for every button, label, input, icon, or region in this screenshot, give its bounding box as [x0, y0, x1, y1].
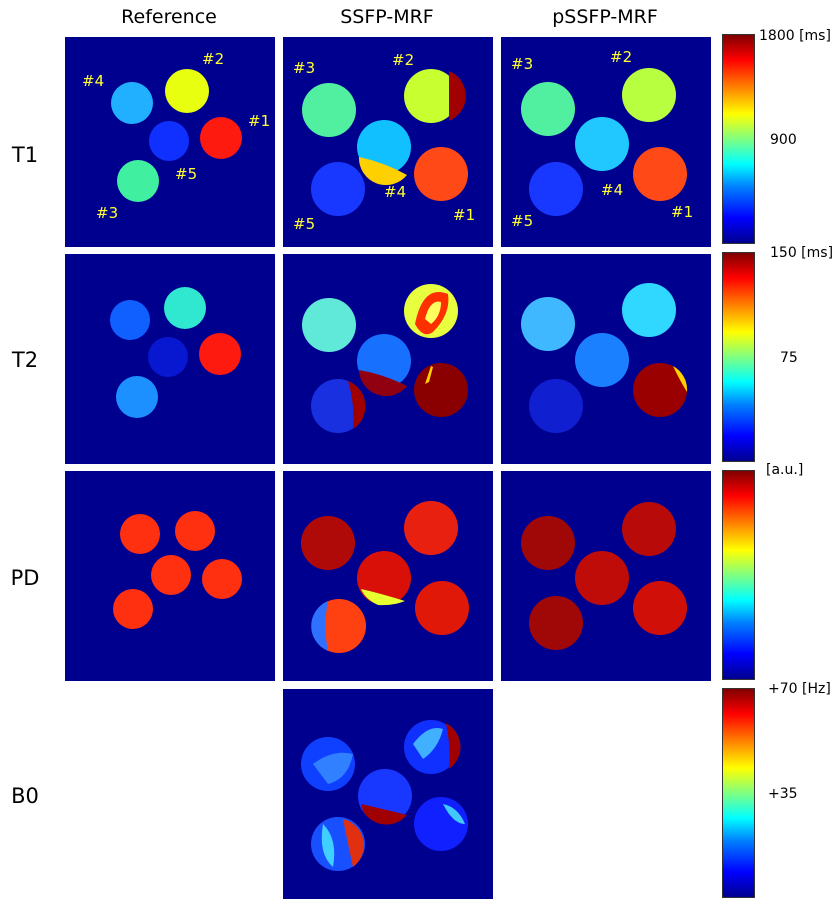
label-3: #3 [511, 55, 533, 73]
vial-1 [414, 147, 468, 201]
row-label-pd: PD [10, 566, 40, 590]
column-header-ssfp-mrf: SSFP-MRF [340, 6, 434, 28]
vial-1 [415, 581, 469, 635]
row-label-t1: T1 [11, 143, 39, 167]
pd-colorbar [722, 470, 755, 680]
vial-4-artifact [358, 157, 407, 186]
label-5: #5 [293, 215, 315, 233]
vial-4 [120, 514, 160, 554]
t2-colorbar [722, 252, 755, 462]
vial-2-artifact-light [413, 728, 443, 759]
vial-1 [414, 363, 468, 417]
label-5: #5 [175, 165, 197, 183]
vial-2-artifact-inner [425, 301, 441, 324]
label-1: #1 [248, 112, 270, 130]
vial-3 [521, 297, 575, 351]
vial-5 [148, 337, 188, 377]
vial-3 [113, 589, 153, 629]
label-3: #3 [293, 59, 315, 77]
row-label-t2: T2 [11, 348, 39, 372]
vial-1 [200, 117, 242, 159]
pd-reference-map [65, 471, 275, 681]
b0-colorbar-mid: +35 [768, 786, 798, 802]
vial-5 [529, 162, 583, 216]
label-1: #1 [453, 206, 475, 224]
vial-2 [165, 69, 209, 113]
t2-colorbar-mid: 75 [780, 350, 798, 366]
t1-colorbar [722, 34, 755, 244]
vial-4-artifact [361, 589, 405, 606]
pd-colorbar-max: [a.u.] [766, 462, 804, 478]
t1-reference-map: #1 #2 #3 #4 #5 [65, 37, 275, 247]
vial-1 [202, 559, 242, 599]
label-3: #3 [96, 204, 118, 222]
t2-colorbar-max: 150 [ms] [770, 245, 834, 261]
vial-5 [151, 555, 191, 595]
label-4: #4 [82, 72, 104, 90]
vial-4-artifact [359, 370, 407, 397]
vial-1-artifact [673, 366, 688, 392]
label-1: #1 [671, 203, 693, 221]
vial-5-artifact [311, 601, 328, 651]
t2-ssfp-map [283, 254, 493, 464]
t1-colorbar-max: 1800 [ms] [759, 28, 831, 44]
vial-2-artifact [446, 723, 461, 769]
label-2: #2 [392, 51, 414, 69]
t1-colorbar-mid: 900 [770, 132, 797, 148]
vial-4 [575, 551, 629, 605]
vial-5 [529, 379, 583, 433]
vial-2 [164, 287, 206, 329]
t2-reference-map [65, 254, 275, 464]
vial-5-artifact [348, 381, 366, 429]
vial-1-artifact [443, 804, 465, 824]
vial-4 [575, 117, 629, 171]
b0-ssfp-map [283, 689, 493, 899]
label-4: #4 [601, 181, 623, 199]
vial-1-artifact [425, 366, 433, 384]
vial-1 [633, 147, 687, 201]
vial-2 [622, 68, 676, 122]
t1-pssfp-map: #1 #2 #3 #4 #5 [501, 37, 711, 247]
label-2: #2 [610, 48, 632, 66]
column-header-pssfp-mrf: pSSFP-MRF [552, 6, 658, 28]
vial-1 [633, 581, 687, 635]
pd-ssfp-map [283, 471, 493, 681]
vial-3 [302, 83, 356, 137]
vial-2 [404, 501, 458, 555]
vial-5-artifact [343, 819, 364, 867]
t1-ssfp-map: #1 #2 #3 #4 #5 [283, 37, 493, 247]
row-label-b0: B0 [11, 784, 39, 808]
vial-3 [301, 516, 355, 570]
vial-2 [622, 502, 676, 556]
b0-colorbar [722, 688, 755, 898]
vial-1 [633, 363, 687, 417]
vial-2-artifact [449, 71, 466, 121]
vial-4 [110, 300, 150, 340]
vial-3 [521, 516, 575, 570]
vial-2 [622, 283, 676, 337]
vial-4 [575, 333, 629, 387]
column-header-reference: Reference [121, 6, 217, 28]
vial-5 [149, 121, 189, 161]
vial-4-artifact [361, 804, 407, 825]
b0-colorbar-max: +70 [Hz] [768, 681, 831, 697]
pd-pssfp-map [501, 471, 711, 681]
vial-1 [199, 333, 241, 375]
vial-5-artifact-light [321, 824, 335, 867]
vial-3 [116, 376, 158, 418]
vial-2 [404, 69, 458, 123]
vial-3 [521, 82, 575, 136]
vial-2 [175, 511, 215, 551]
vial-4 [111, 82, 153, 124]
label-4: #4 [384, 183, 406, 201]
vial-5 [311, 162, 365, 216]
vial-1 [414, 797, 468, 851]
vial-3-artifact [313, 752, 353, 784]
t2-pssfp-map [501, 254, 711, 464]
vial-3 [117, 160, 159, 202]
label-5: #5 [511, 212, 533, 230]
label-2: #2 [202, 50, 224, 68]
vial-5 [529, 596, 583, 650]
vial-3 [302, 298, 356, 352]
